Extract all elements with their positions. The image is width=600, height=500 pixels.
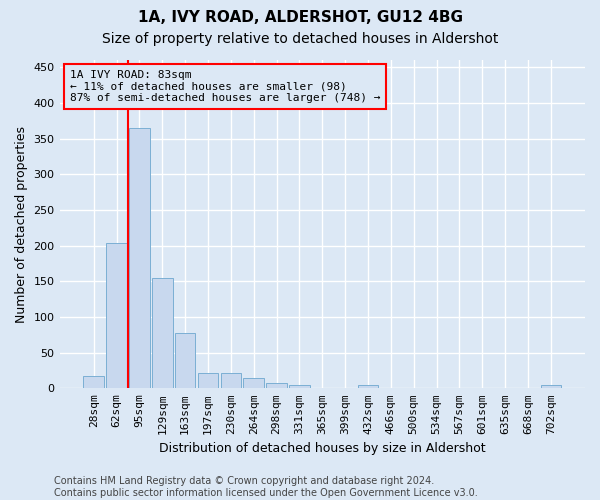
Bar — [175, 332, 196, 388]
Bar — [289, 384, 310, 388]
Bar — [266, 384, 287, 388]
Bar — [541, 386, 561, 388]
Bar — [83, 376, 104, 388]
Bar — [358, 386, 378, 388]
Bar — [221, 372, 241, 388]
Text: 1A IVY ROAD: 83sqm
← 11% of detached houses are smaller (98)
87% of semi-detache: 1A IVY ROAD: 83sqm ← 11% of detached hou… — [70, 70, 380, 103]
Bar — [198, 372, 218, 388]
Bar — [152, 278, 173, 388]
Bar — [106, 244, 127, 388]
Bar — [129, 128, 150, 388]
Text: Contains HM Land Registry data © Crown copyright and database right 2024.
Contai: Contains HM Land Registry data © Crown c… — [54, 476, 478, 498]
Bar — [244, 378, 264, 388]
X-axis label: Distribution of detached houses by size in Aldershot: Distribution of detached houses by size … — [159, 442, 485, 455]
Y-axis label: Number of detached properties: Number of detached properties — [15, 126, 28, 322]
Text: Size of property relative to detached houses in Aldershot: Size of property relative to detached ho… — [102, 32, 498, 46]
Text: 1A, IVY ROAD, ALDERSHOT, GU12 4BG: 1A, IVY ROAD, ALDERSHOT, GU12 4BG — [137, 10, 463, 25]
